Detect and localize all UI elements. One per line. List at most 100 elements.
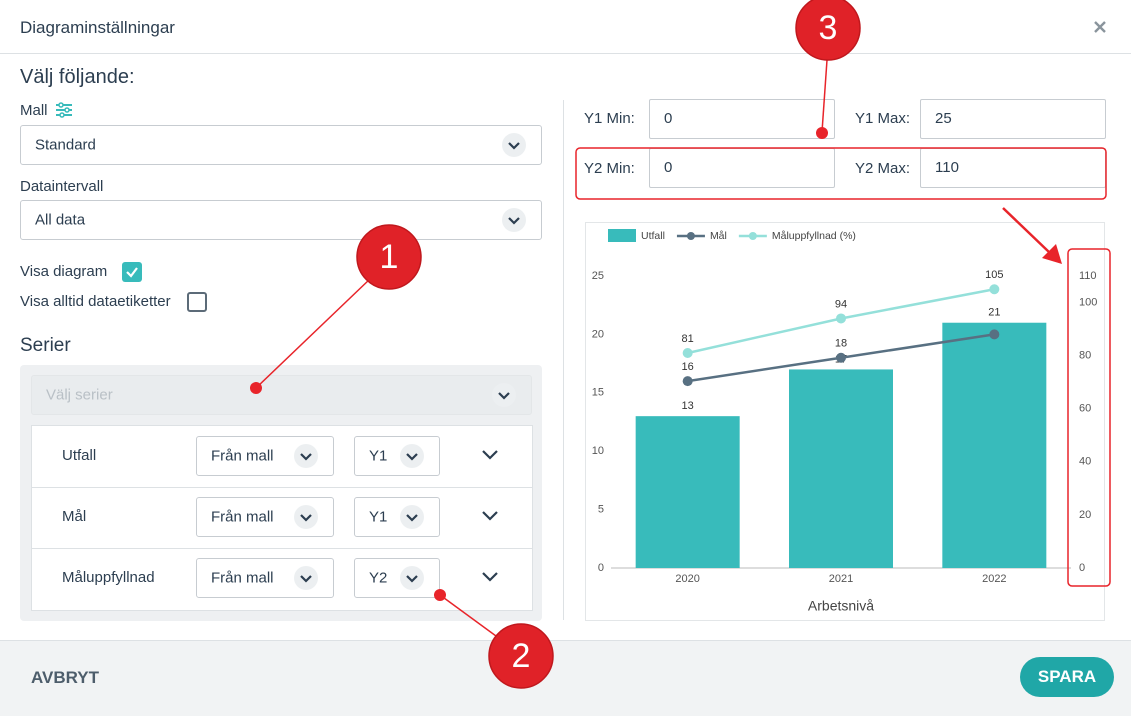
cancel-button[interactable]: AVBRYT bbox=[31, 668, 99, 687]
expand-icon[interactable] bbox=[480, 448, 500, 462]
legend-swatch bbox=[686, 232, 695, 240]
footer bbox=[0, 640, 1131, 716]
show-labels-label: Visa alltid dataetiketter bbox=[20, 293, 171, 310]
save-button[interactable]: SPARA bbox=[1020, 657, 1114, 697]
expand-icon[interactable] bbox=[480, 570, 500, 584]
settings-icon[interactable] bbox=[55, 101, 73, 119]
marker bbox=[836, 352, 846, 363]
chevron[interactable] bbox=[293, 443, 319, 469]
interval-select[interactable]: All data bbox=[20, 200, 542, 240]
show-chart-label: Visa diagram bbox=[20, 263, 108, 280]
interval-value: All data bbox=[35, 211, 86, 229]
data-label: 94 bbox=[835, 298, 847, 310]
chevron[interactable] bbox=[399, 565, 425, 591]
bar bbox=[789, 369, 893, 568]
checkbox[interactable] bbox=[122, 262, 142, 282]
y1-max-input[interactable]: 25 bbox=[920, 99, 1106, 139]
close-button[interactable] bbox=[1093, 20, 1107, 34]
y-tick-label: 0 bbox=[598, 562, 604, 574]
row-divider bbox=[32, 487, 532, 488]
series-title: Serier bbox=[20, 335, 71, 356]
y2-tick-label: 20 bbox=[1079, 509, 1091, 521]
data-label: 16 bbox=[682, 361, 694, 373]
y2-tick-label: 0 bbox=[1079, 562, 1085, 574]
series-name: Utfall bbox=[62, 447, 97, 464]
series-name: Måluppfyllnad bbox=[62, 569, 155, 586]
marker bbox=[682, 347, 693, 358]
y2-tick-label: 100 bbox=[1079, 296, 1097, 308]
marker bbox=[682, 376, 693, 387]
axis-select[interactable]: Y1 bbox=[354, 497, 440, 537]
x-tick-label: 2020 bbox=[675, 573, 699, 585]
data-label: 81 bbox=[682, 333, 694, 345]
bar bbox=[942, 322, 1047, 568]
source-value: Från mall bbox=[211, 508, 274, 526]
legend-swatch bbox=[608, 229, 636, 242]
series-name: Mål bbox=[62, 508, 87, 525]
legend-swatch bbox=[748, 232, 757, 240]
interval-label: Dataintervall bbox=[20, 178, 104, 195]
template-value: Standard bbox=[35, 136, 96, 154]
expand-icon[interactable] bbox=[480, 509, 500, 523]
y2-tick-label: 110 bbox=[1079, 270, 1097, 282]
chevron[interactable] bbox=[501, 132, 527, 158]
checkbox[interactable] bbox=[187, 292, 207, 312]
marker bbox=[989, 329, 1000, 340]
y2-tick-label: 60 bbox=[1079, 403, 1091, 415]
y-tick-label: 15 bbox=[592, 387, 604, 399]
source-value: Från mall bbox=[211, 447, 274, 465]
series-select[interactable]: Välj serier bbox=[31, 375, 532, 415]
legend-label: Måluppfyllnad (%) bbox=[772, 230, 856, 242]
y2-max-input[interactable]: 110 bbox=[920, 148, 1106, 188]
template-label: Mall bbox=[20, 102, 48, 119]
y1-max-label: Y1 Max: bbox=[855, 110, 911, 127]
y1-min-label: Y1 Min: bbox=[584, 110, 635, 127]
data-label: 13 bbox=[682, 400, 694, 412]
check-icon bbox=[126, 267, 138, 278]
y2-min-label: Y2 Min: bbox=[584, 160, 635, 177]
source-select[interactable]: Från mall bbox=[196, 497, 334, 537]
data-label: 105 bbox=[985, 269, 1003, 281]
axis-select[interactable]: Y1 bbox=[354, 436, 440, 476]
chevron[interactable] bbox=[491, 382, 517, 408]
header bbox=[0, 0, 1131, 54]
template-select[interactable]: Standard bbox=[20, 125, 542, 165]
chevron[interactable] bbox=[399, 443, 425, 469]
x-tick-label: 2021 bbox=[829, 573, 853, 585]
y-tick-label: 5 bbox=[598, 504, 604, 516]
chart: 0 5 10 15 20 25 0 20 40 60 80 100 110 2020 2021 2022 Arb… bbox=[585, 222, 1105, 621]
dialog-title: Diagraminställningar bbox=[20, 18, 175, 37]
chevron[interactable] bbox=[399, 504, 425, 530]
chevron[interactable] bbox=[293, 565, 319, 591]
series-placeholder: Välj serier bbox=[46, 386, 113, 404]
legend-label: Utfall bbox=[641, 230, 665, 242]
y2-min-input[interactable]: 0 bbox=[649, 148, 835, 188]
heading: Välj följande: bbox=[20, 66, 135, 88]
axis-select[interactable]: Y2 bbox=[354, 558, 440, 598]
legend-label: Mål bbox=[710, 230, 727, 242]
data-label: 18 bbox=[835, 338, 847, 350]
y-tick-label: 20 bbox=[592, 328, 604, 340]
x-axis-label: Arbetsnivå bbox=[808, 598, 874, 614]
axis-value: Y1 bbox=[369, 508, 388, 526]
chevron[interactable] bbox=[293, 504, 319, 530]
source-select[interactable]: Från mall bbox=[196, 558, 334, 598]
axis-value: Y2 bbox=[369, 569, 388, 587]
source-select[interactable]: Från mall bbox=[196, 436, 334, 476]
bar bbox=[635, 416, 740, 568]
callout: 1 bbox=[380, 238, 399, 276]
y-tick-label: 25 bbox=[592, 270, 604, 282]
y2-tick-label: 40 bbox=[1079, 456, 1091, 468]
source-value: Från mall bbox=[211, 569, 274, 587]
y2-tick-label: 80 bbox=[1079, 350, 1091, 362]
data-label: 21 bbox=[988, 307, 1000, 319]
marker bbox=[836, 313, 846, 324]
y1-min-input[interactable]: 0 bbox=[649, 99, 835, 139]
x-tick-label: 2022 bbox=[982, 573, 1006, 585]
row-divider bbox=[32, 548, 532, 549]
marker bbox=[989, 284, 1000, 295]
axis-value: Y1 bbox=[369, 447, 388, 465]
chevron[interactable] bbox=[501, 207, 527, 233]
y2-max-label: Y2 Max: bbox=[855, 160, 911, 177]
